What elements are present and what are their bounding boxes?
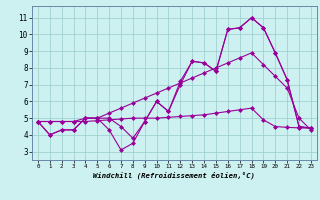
- X-axis label: Windchill (Refroidissement éolien,°C): Windchill (Refroidissement éolien,°C): [93, 172, 255, 179]
